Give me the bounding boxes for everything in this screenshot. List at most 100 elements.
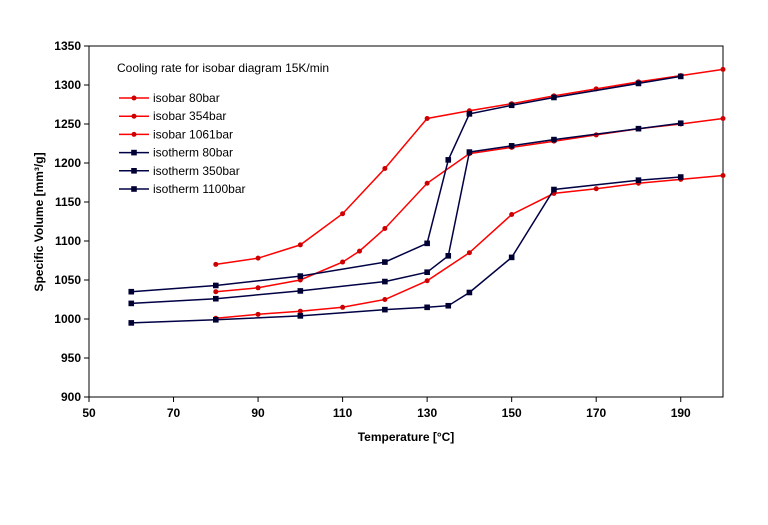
y-tick-label: 1250 xyxy=(54,117,81,131)
legend-label: isobar 80bar xyxy=(153,91,220,105)
data-point xyxy=(213,282,219,289)
data-point xyxy=(128,288,135,295)
legend-item: isobar 1061bar xyxy=(119,127,233,141)
data-point xyxy=(213,295,219,302)
data-point xyxy=(297,308,303,314)
data-point xyxy=(340,304,346,310)
data-point xyxy=(635,125,642,132)
legend-swatch-marker xyxy=(131,168,137,174)
data-point xyxy=(297,242,303,248)
data-point xyxy=(297,288,304,294)
data-point xyxy=(213,316,219,323)
data-point xyxy=(340,259,346,265)
legend-item: isobar 80bar xyxy=(119,91,220,105)
x-tick-label: 150 xyxy=(502,406,522,420)
legend-item: isotherm 80bar xyxy=(119,146,233,160)
data-point xyxy=(677,120,684,127)
legend-swatch-marker xyxy=(131,186,137,192)
data-point xyxy=(424,116,430,122)
x-axis-title: Temperature [°C] xyxy=(358,430,455,444)
x-tick-label: 170 xyxy=(586,406,606,420)
legend-item: isobar 354bar xyxy=(119,109,226,123)
data-point xyxy=(424,180,430,186)
axes: 50 70 90 110 130 150 170 190 900 950 1000 1050 1100 1… xyxy=(54,39,724,420)
data-point xyxy=(593,186,599,192)
series-isotherm-80bar xyxy=(128,73,684,295)
data-point xyxy=(255,285,261,291)
data-point xyxy=(445,253,452,259)
data-point xyxy=(357,248,363,254)
data-point xyxy=(213,261,219,267)
data-point xyxy=(466,289,473,296)
data-point xyxy=(509,211,515,217)
data-point xyxy=(255,255,261,261)
data-point xyxy=(382,259,388,265)
y-tick-label: 1200 xyxy=(54,156,81,170)
legend: isobar 80bar isobar 354bar isobar 1061bar i… xyxy=(119,91,246,196)
legend-label: isobar 1061bar xyxy=(153,127,233,141)
data-point xyxy=(551,186,557,193)
data-point xyxy=(382,278,388,285)
legend-label: isobar 354bar xyxy=(153,109,226,123)
x-tick-label: 90 xyxy=(251,406,265,420)
series-isotherm-1100bar xyxy=(128,174,684,326)
data-point xyxy=(424,269,430,275)
data-point xyxy=(382,226,388,232)
data-point xyxy=(382,297,388,302)
data-point xyxy=(677,174,684,180)
y-tick-label: 1050 xyxy=(54,273,81,287)
data-point xyxy=(382,165,388,171)
data-point xyxy=(466,250,472,256)
data-point xyxy=(445,302,452,309)
series-layer xyxy=(128,66,726,326)
legend-swatch-marker xyxy=(131,113,137,119)
legend-label: isotherm 80bar xyxy=(153,146,233,160)
y-tick-label: 1000 xyxy=(54,312,81,326)
legend-swatch-marker xyxy=(131,149,137,156)
data-point xyxy=(720,66,726,72)
data-point xyxy=(508,102,515,109)
data-point xyxy=(424,240,430,247)
x-tick-label: 110 xyxy=(333,406,353,420)
data-point xyxy=(213,289,219,295)
data-point xyxy=(297,273,304,279)
y-tick-label: 1350 xyxy=(54,39,81,53)
data-point xyxy=(720,172,726,178)
x-tick-label: 70 xyxy=(167,406,181,420)
x-tick-label: 190 xyxy=(671,406,691,420)
y-tick-label: 1300 xyxy=(54,78,81,92)
data-point xyxy=(677,73,684,80)
y-tick-label: 950 xyxy=(61,351,81,365)
data-point xyxy=(340,211,346,217)
legend-label: isotherm 350bar xyxy=(153,164,240,178)
legend-swatch-marker xyxy=(131,131,137,137)
data-point xyxy=(508,254,515,261)
plot-area-frame xyxy=(88,45,724,398)
data-point xyxy=(551,94,557,101)
data-point xyxy=(128,300,135,307)
data-point xyxy=(128,320,135,326)
y-tick-label: 1150 xyxy=(55,195,81,209)
data-point xyxy=(424,278,430,284)
legend-swatch-marker xyxy=(131,95,137,101)
data-point xyxy=(720,116,726,122)
chart-annotation: Cooling rate for isobar diagram 15K/min xyxy=(117,61,329,75)
y-axis-title: Specific Volume [mm³/g] xyxy=(32,152,46,291)
data-point xyxy=(635,80,642,87)
legend-label: isotherm 1100bar xyxy=(153,182,246,196)
x-tick-label: 130 xyxy=(417,406,437,420)
data-point xyxy=(445,157,452,163)
data-point xyxy=(382,306,388,313)
data-point xyxy=(551,136,557,143)
legend-item: isotherm 350bar xyxy=(119,164,240,178)
legend-item: isotherm 1100bar xyxy=(119,182,246,196)
x-tick-label: 50 xyxy=(82,406,96,420)
data-point xyxy=(255,311,261,317)
series-isotherm-350bar xyxy=(128,120,684,307)
data-point xyxy=(635,177,642,183)
data-point xyxy=(466,111,473,117)
y-tick-label: 900 xyxy=(61,390,81,404)
annotation-layer: Cooling rate for isobar diagram 15K/min xyxy=(117,61,329,75)
